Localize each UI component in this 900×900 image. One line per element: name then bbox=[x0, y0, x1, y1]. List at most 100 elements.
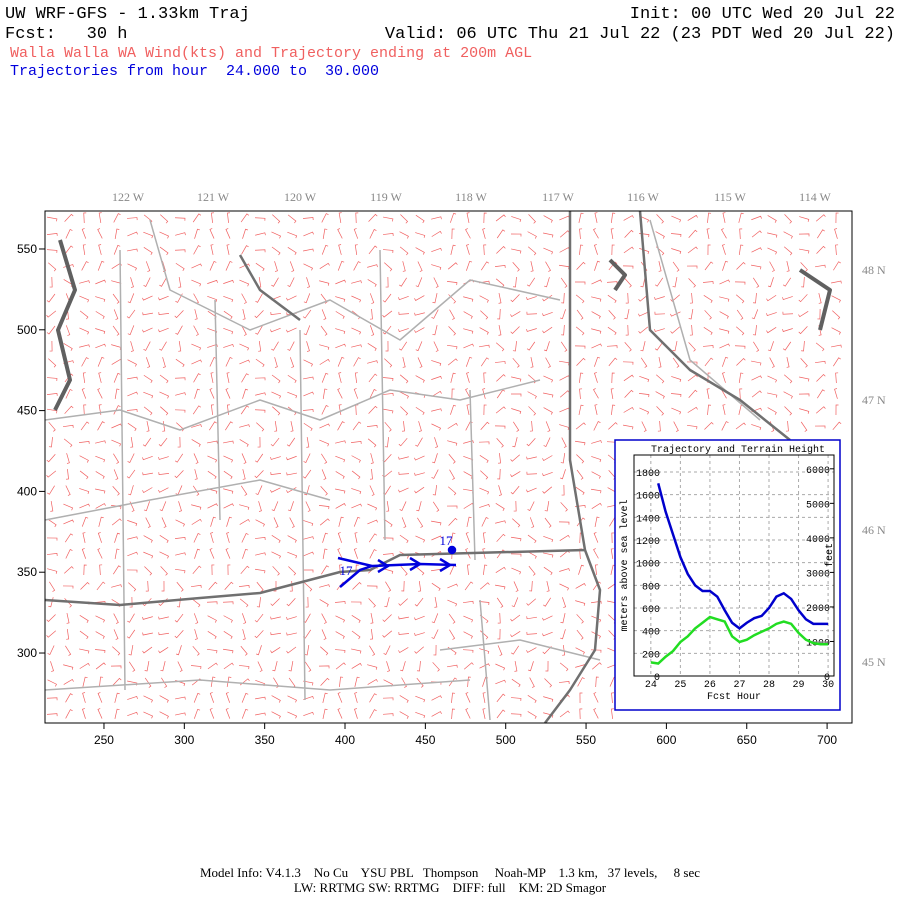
wind-barb bbox=[448, 326, 456, 336]
wind-barb bbox=[174, 630, 184, 639]
wind-barb bbox=[591, 343, 602, 349]
wind-barb bbox=[463, 440, 474, 444]
wind-barb bbox=[751, 424, 762, 431]
wind-barb bbox=[559, 407, 570, 413]
wind-barb bbox=[816, 245, 826, 254]
wind-barb bbox=[174, 568, 186, 574]
wind-barb bbox=[543, 696, 554, 702]
wind-barb bbox=[209, 421, 217, 431]
wind-barb bbox=[289, 261, 295, 272]
wind-barb bbox=[254, 377, 266, 381]
wind-barb bbox=[306, 341, 310, 352]
wind-barb bbox=[496, 438, 504, 448]
wind-barb bbox=[591, 471, 601, 479]
wind-barb bbox=[431, 375, 442, 380]
wind-barb bbox=[512, 357, 520, 368]
wind-barb bbox=[174, 453, 184, 463]
wind-barb bbox=[99, 564, 103, 576]
wind-barb bbox=[512, 340, 517, 352]
wind-barb bbox=[593, 548, 599, 559]
trajectory bbox=[337, 545, 457, 588]
wind-barb bbox=[591, 615, 602, 623]
wind-barb bbox=[415, 566, 425, 576]
wind-barb bbox=[510, 233, 522, 237]
wind-barb bbox=[223, 440, 234, 444]
wind-barb bbox=[337, 356, 345, 367]
wind-barb bbox=[321, 469, 327, 480]
wind-barb bbox=[143, 374, 153, 384]
wind-barb bbox=[450, 404, 457, 415]
wind-barb bbox=[255, 712, 266, 716]
wind-barb bbox=[370, 628, 374, 640]
x-tick-label: 26 bbox=[704, 680, 716, 691]
wind-barb bbox=[494, 425, 506, 429]
wind-barb bbox=[575, 486, 585, 496]
wind-barb bbox=[686, 424, 698, 430]
wind-barb bbox=[576, 454, 585, 464]
wind-barb bbox=[304, 582, 313, 592]
y-tick-label: 0 bbox=[654, 673, 660, 684]
wind-barb bbox=[593, 244, 598, 255]
wind-barb bbox=[193, 325, 199, 336]
wind-barb bbox=[593, 388, 599, 399]
wind-barb bbox=[95, 662, 106, 670]
wind-barb bbox=[510, 311, 521, 318]
wind-barb bbox=[798, 393, 810, 397]
wind-barb bbox=[49, 340, 53, 352]
wind-barb bbox=[81, 357, 89, 367]
wind-barb bbox=[658, 261, 662, 272]
wind-barb bbox=[496, 693, 506, 703]
wind-barb bbox=[510, 471, 521, 478]
wind-barb bbox=[465, 356, 473, 367]
wind-barb bbox=[738, 244, 744, 255]
wind-barb bbox=[367, 279, 377, 287]
y-tick-label: 1400 bbox=[636, 514, 660, 525]
latitude-label: 46 N bbox=[862, 523, 886, 537]
wind-barb bbox=[65, 549, 73, 559]
wind-barb bbox=[272, 661, 278, 672]
wind-barb bbox=[48, 262, 57, 272]
wind-barb bbox=[735, 294, 745, 304]
wind-barb bbox=[495, 214, 506, 222]
wind-barb bbox=[687, 246, 698, 254]
wind-barb bbox=[178, 501, 182, 512]
wind-barb bbox=[160, 661, 166, 672]
wind-barb bbox=[50, 501, 54, 512]
wind-barb bbox=[191, 439, 201, 447]
wind-barb bbox=[95, 471, 105, 479]
wind-barb bbox=[594, 516, 600, 527]
wind-barb bbox=[271, 246, 281, 256]
wind-barb bbox=[416, 501, 422, 512]
wind-barb bbox=[225, 228, 231, 239]
wind-barb bbox=[226, 404, 230, 416]
wind-barb bbox=[274, 421, 278, 432]
wind-barb bbox=[543, 232, 554, 238]
wind-barb bbox=[382, 325, 392, 335]
wind-barb bbox=[272, 566, 280, 576]
wind-barb bbox=[399, 534, 409, 544]
wind-barb bbox=[447, 262, 458, 270]
wind-barb bbox=[79, 630, 89, 640]
wind-barb bbox=[162, 357, 166, 368]
wind-barb bbox=[398, 456, 409, 460]
wind-barb bbox=[322, 388, 328, 399]
wind-barb bbox=[560, 502, 568, 512]
wind-barb bbox=[65, 709, 73, 719]
wind-barb bbox=[591, 502, 602, 509]
wind-barb bbox=[369, 693, 377, 703]
wind-barb bbox=[656, 374, 665, 384]
wind-barb bbox=[207, 279, 218, 284]
wind-barb bbox=[194, 309, 198, 320]
wind-barb bbox=[433, 277, 439, 288]
wind-barb bbox=[127, 613, 135, 623]
wind-barb bbox=[719, 311, 729, 319]
wind-barb bbox=[111, 344, 122, 350]
wind-barb bbox=[448, 677, 458, 687]
wind-barb bbox=[446, 344, 458, 350]
boundaries bbox=[44, 210, 832, 724]
wind-barb bbox=[145, 517, 151, 528]
wind-barb bbox=[385, 581, 392, 592]
wind-barb bbox=[63, 519, 74, 525]
wind-barb bbox=[143, 231, 154, 239]
wind-barb bbox=[510, 393, 522, 397]
